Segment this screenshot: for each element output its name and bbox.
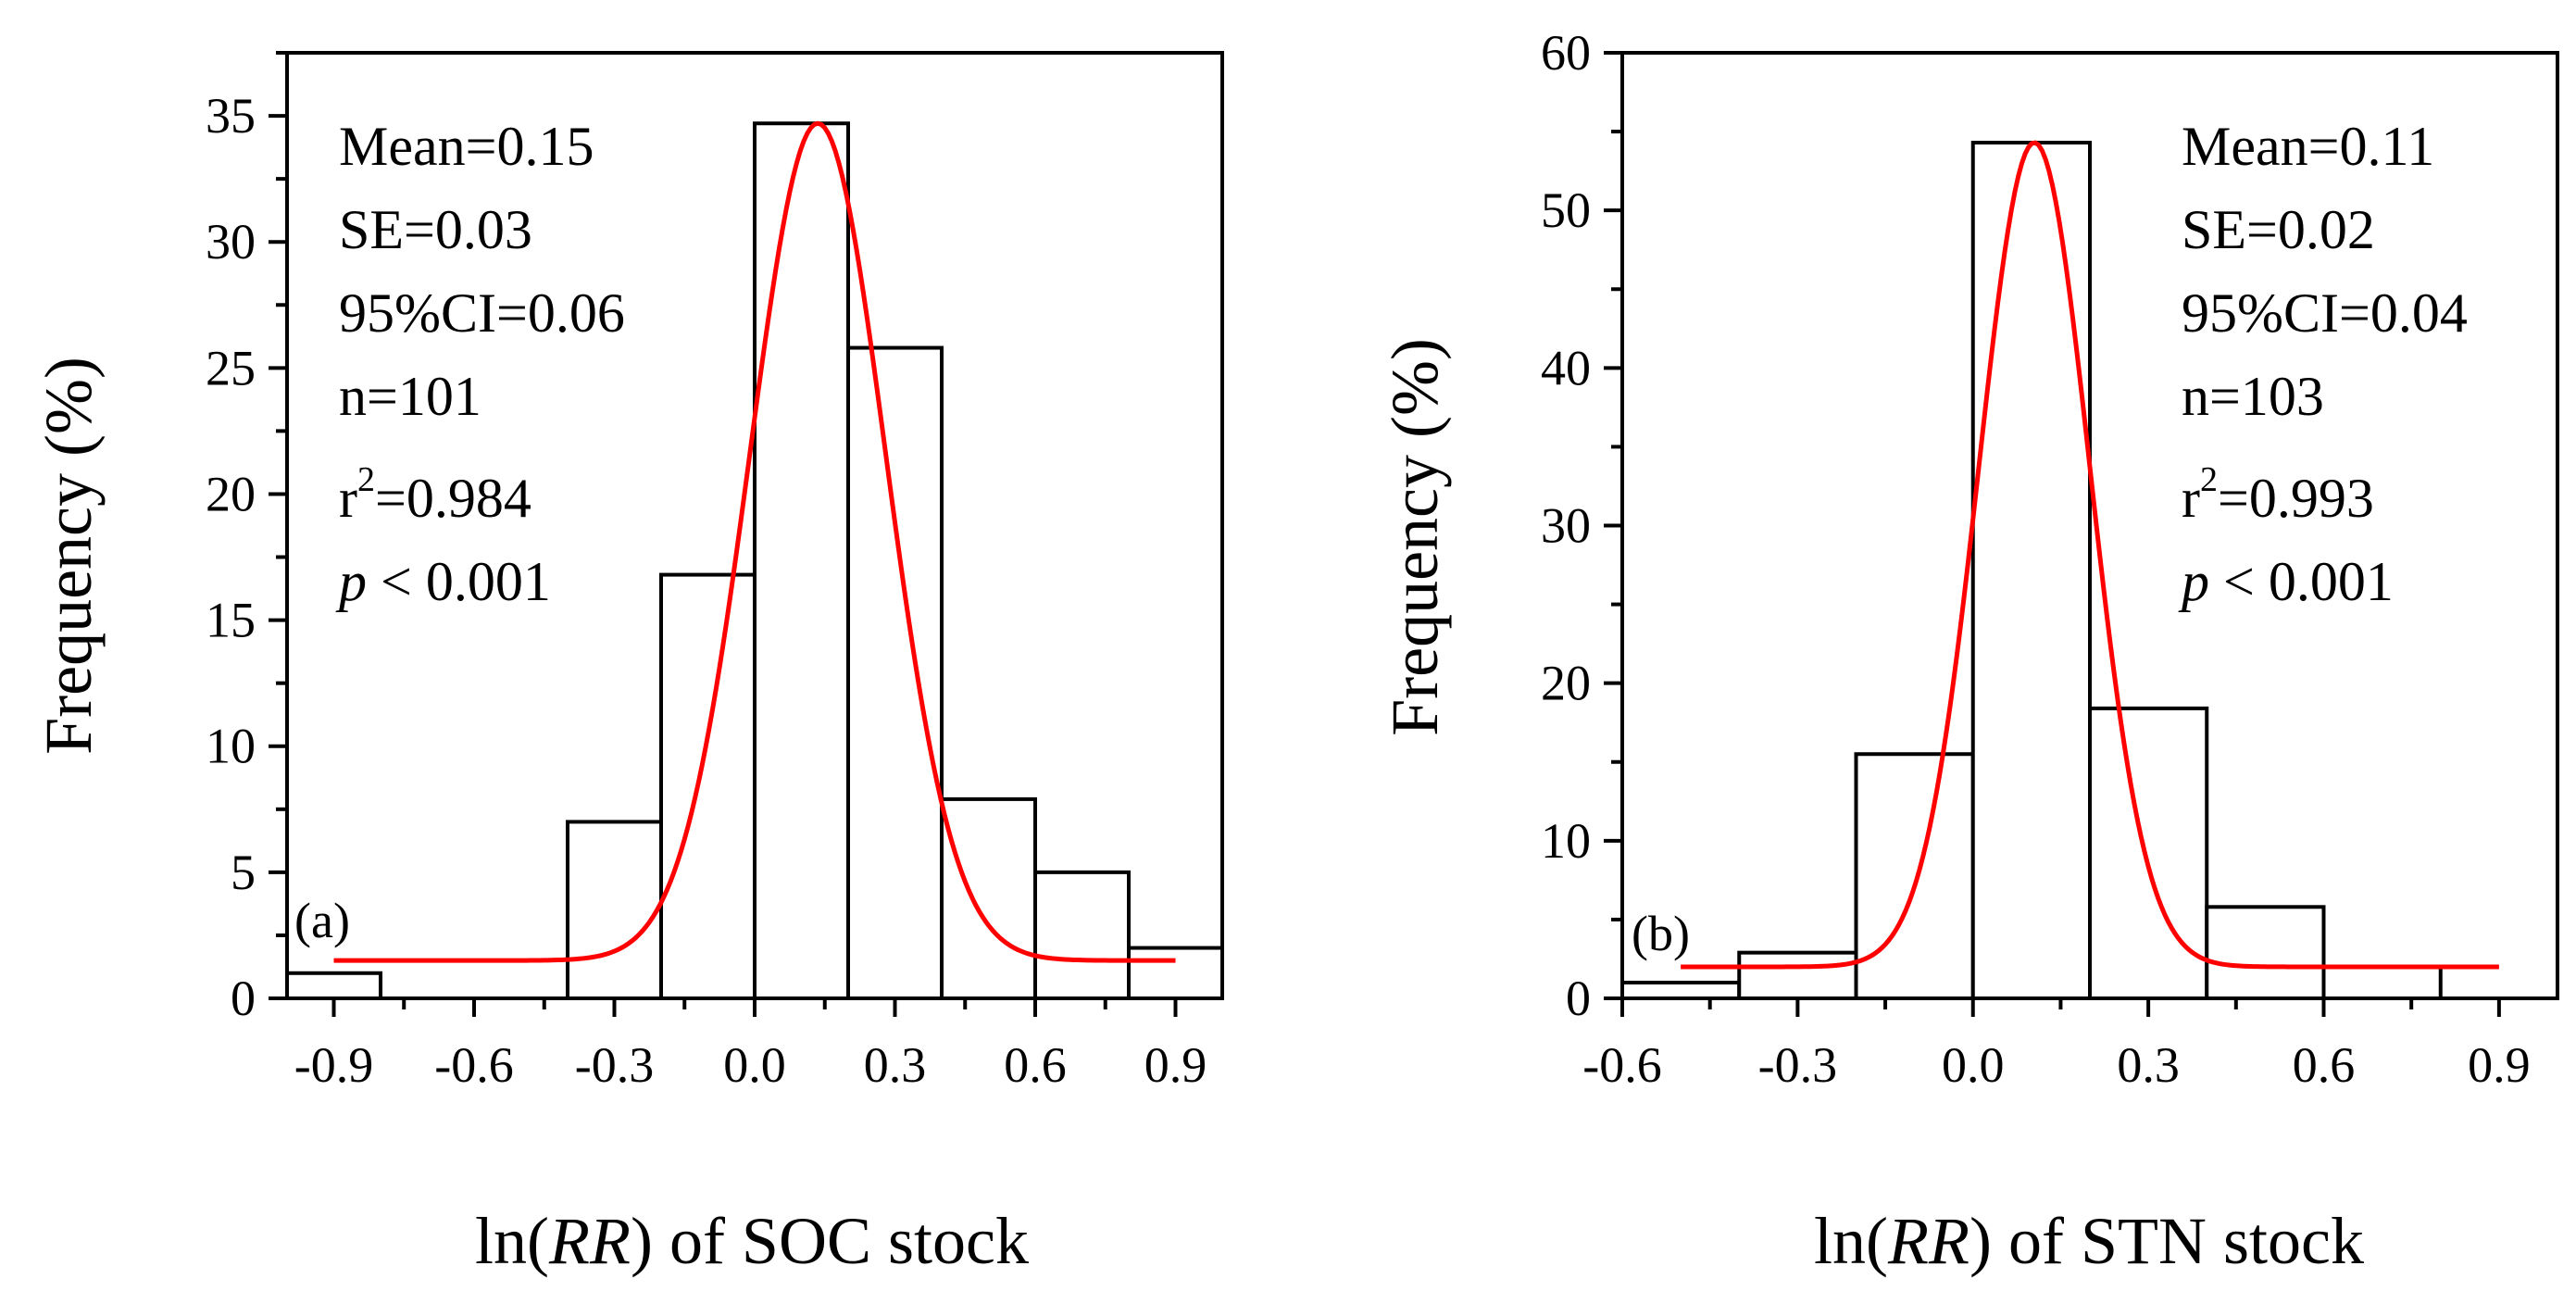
stat-r2-prefix-a: r	[339, 468, 357, 529]
stat-p-italic-b: p	[2178, 551, 2209, 612]
stat-ci-a: 95%CI=0.06	[339, 282, 625, 344]
x-ticks-a: -0.9 -0.6 -0.3 0.0 0.3 0.6 0.9	[294, 998, 1207, 1093]
histogram-bar-a-4	[846, 345, 944, 1000]
histogram-bar-a-2	[659, 572, 757, 1000]
histogram-bars-b	[1620, 140, 2443, 1001]
y-tick-label-b-5: 50	[1541, 182, 1591, 238]
stat-n-b: n=103	[2182, 366, 2324, 427]
y-tick-label-b-6: 60	[1541, 25, 1591, 81]
x-axis-label-suffix-a: ) of SOC stock	[631, 1204, 1029, 1278]
x-tick-label-a-2: -0.3	[575, 1037, 654, 1093]
stats-block-b: Mean=0.11 SE=0.02 95%CI=0.04 n=103 r2=0.…	[2178, 116, 2468, 612]
y-axis-label-a: Frequency (%)	[31, 357, 106, 755]
histogram-bar-b-1	[1737, 950, 1858, 1000]
stat-p-a: p < 0.001	[335, 551, 551, 612]
x-tick-label-b-3: 0.3	[2117, 1037, 2180, 1093]
panel-label-a: (a)	[294, 893, 350, 948]
x-tick-label-a-4: 0.3	[864, 1037, 927, 1093]
histogram-bar-b-4	[2088, 706, 2209, 1000]
stat-ci-b: 95%CI=0.04	[2182, 282, 2468, 344]
x-tick-label-b-0: -0.6	[1582, 1037, 1661, 1093]
histogram-bar-a-5	[940, 796, 1037, 1001]
stat-r2-sup-a: 2	[357, 460, 375, 499]
histogram-bar-a-1	[566, 820, 663, 1000]
y-tick-label-b-1: 10	[1541, 813, 1591, 869]
x-tick-label-b-4: 0.6	[2293, 1037, 2356, 1093]
x-ticks-b: -0.6 -0.3 0.0 0.3 0.6 0.9	[1582, 998, 2531, 1093]
stat-n-a: n=101	[339, 366, 481, 427]
stat-r2-value-a: =0.984	[375, 468, 531, 529]
gaussian-fit-a	[333, 120, 1176, 963]
panel-label-b: (b)	[1632, 906, 1690, 961]
stat-p-b: p < 0.001	[2178, 551, 2394, 612]
x-axis-label-prefix-a: ln(	[475, 1204, 549, 1278]
y-tick-label-a-1: 5	[231, 845, 256, 900]
stat-r2-a: r2=0.984	[339, 460, 531, 529]
histogram-bar-b-0	[1620, 980, 1742, 1000]
x-tick-label-a-6: 0.9	[1144, 1037, 1207, 1093]
histogram-bar-b-3	[1970, 140, 2092, 1000]
y-tick-label-b-4: 40	[1541, 340, 1591, 395]
histogram-bar-a-0	[285, 971, 382, 1000]
y-tick-label-a-5: 25	[206, 340, 256, 395]
histogram-bar-b-2	[1854, 752, 1975, 1000]
histogram-bar-a-6	[1033, 870, 1131, 1000]
y-ticks-b: 0 10 20 30 40 50 60	[1541, 25, 1622, 1026]
panel-a: -0.9 -0.6 -0.3 0.0 0.3 0.6 0.9 05101520253035 …	[31, 51, 1224, 1278]
panel-b: -0.6 -0.3 0.0 0.3 0.6 0.9 0 10 20 30 40 50 60 (b) M…	[1378, 25, 2559, 1278]
x-tick-label-a-0: -0.9	[294, 1037, 373, 1093]
x-tick-label-b-5: 0.9	[2468, 1037, 2531, 1093]
x-axis-label-a: ln(RR) of SOC stock	[475, 1204, 1029, 1278]
gaussian-fit-b	[1681, 140, 2499, 970]
y-tick-label-a-0: 0	[231, 971, 256, 1026]
stat-p-rest-a: < 0.001	[367, 551, 551, 612]
histogram-bars-a	[285, 121, 1224, 1001]
x-axis-label-suffix-b: ) of STN stock	[1970, 1204, 2364, 1278]
y-tick-label-a-7: 35	[206, 88, 256, 144]
stat-se-a: SE=0.03	[339, 199, 532, 260]
y-tick-label-b-0: 0	[1566, 971, 1591, 1026]
x-axis-label-italic-a: RR	[548, 1204, 631, 1278]
x-axis-label-b: ln(RR) of STN stock	[1814, 1204, 2364, 1278]
histogram-bar-b-6	[2321, 964, 2443, 1001]
stat-r2-prefix-b: r	[2182, 468, 2200, 529]
stat-p-rest-b: < 0.001	[2209, 551, 2394, 612]
y-tick-label-a-4: 20	[206, 466, 256, 521]
stat-r2-sup-b: 2	[2200, 460, 2218, 499]
stat-r2-value-b: =0.993	[2218, 468, 2374, 529]
stat-mean-b: Mean=0.11	[2182, 116, 2434, 177]
x-tick-label-b-1: -0.3	[1758, 1037, 1837, 1093]
histogram-bar-a-7	[1127, 946, 1224, 1001]
stat-r2-b: r2=0.993	[2182, 460, 2374, 529]
y-tick-label-b-2: 20	[1541, 656, 1591, 711]
x-tick-label-b-2: 0.0	[1942, 1037, 2005, 1093]
histogram-bar-a-3	[753, 121, 850, 1000]
histogram-bar-b-5	[2205, 905, 2326, 1001]
y-tick-label-a-2: 10	[206, 719, 256, 774]
y-ticks-a: 0 5 10 15 20 25 30 35	[206, 51, 287, 1026]
x-axis-label-italic-b: RR	[1887, 1204, 1970, 1278]
x-tick-label-a-1: -0.6	[434, 1037, 513, 1093]
y-tick-label-a-6: 30	[206, 214, 256, 269]
x-tick-label-a-3: 0.0	[723, 1037, 786, 1093]
x-axis-label-prefix-b: ln(	[1814, 1204, 1888, 1278]
y-tick-label-a-3: 15	[206, 593, 256, 648]
stat-p-italic-a: p	[335, 551, 367, 612]
y-tick-label-b-3: 30	[1541, 498, 1591, 554]
stat-mean-a: Mean=0.15	[339, 116, 594, 177]
y-axis-label-b: Frequency (%)	[1378, 338, 1452, 736]
x-tick-label-a-5: 0.6	[1004, 1037, 1067, 1093]
stat-se-b: SE=0.02	[2182, 199, 2375, 260]
stats-block-a: Mean=0.15 SE=0.03 95%CI=0.06 n=101 r2=0.…	[335, 116, 625, 612]
